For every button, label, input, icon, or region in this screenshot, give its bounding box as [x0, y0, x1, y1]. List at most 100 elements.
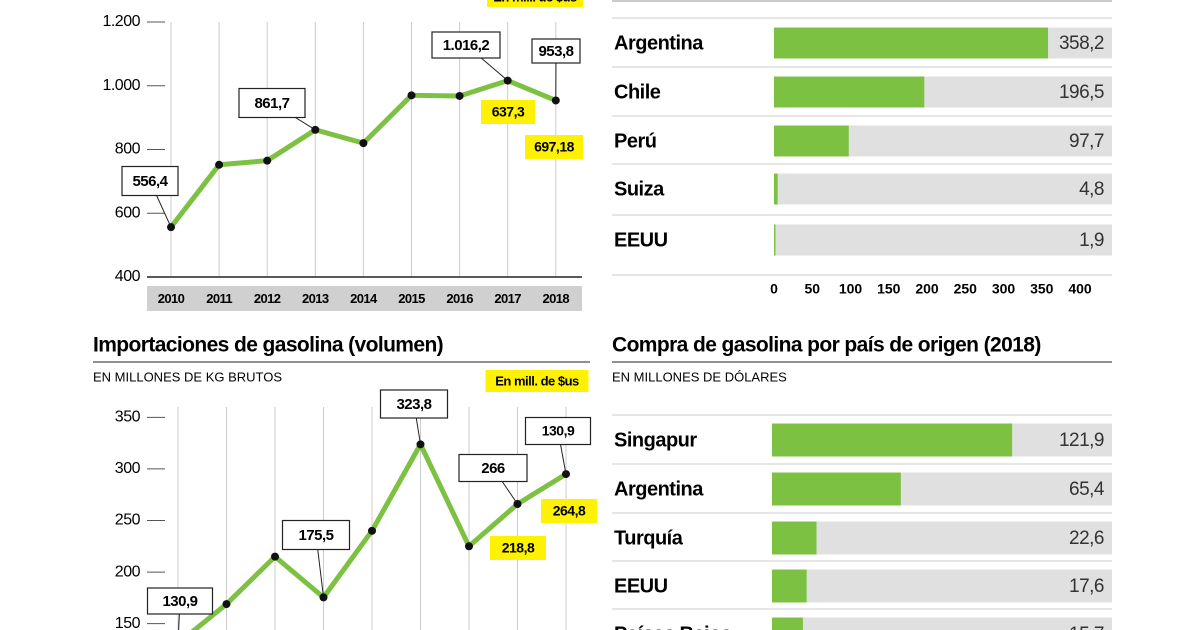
x-tick-label: 2018 — [543, 291, 570, 306]
chart-subtitle: EN MILLONES DE KG BRUTOS — [93, 369, 282, 384]
data-label: 323,8 — [396, 396, 431, 413]
x-tick-label: 2014 — [350, 291, 378, 306]
y-tick-label: 200 — [115, 563, 141, 580]
data-label: 861,7 — [254, 95, 289, 112]
point — [319, 593, 328, 602]
data-label: 130,9 — [162, 593, 197, 610]
y-tick-label: 1.000 — [102, 77, 140, 94]
annotation: 637,3 — [492, 104, 525, 120]
y-tick-label: 600 — [115, 204, 141, 221]
bar-bg — [772, 617, 1112, 630]
chart-title: Compra de gasolina por país de origen (2… — [612, 334, 1041, 357]
point — [271, 552, 279, 561]
bar-bg — [774, 173, 1112, 205]
annotation-box — [481, 100, 535, 124]
data-label-box — [431, 31, 501, 59]
x-tick-label: 200 — [915, 281, 939, 297]
y-tick-label: 150 — [115, 615, 141, 630]
unit-label: En mill. de $us — [493, 0, 577, 4]
point — [222, 600, 231, 609]
point — [416, 440, 425, 449]
x-tick-label: 350 — [1030, 281, 1054, 297]
value-label: 22,6 — [1069, 528, 1104, 549]
value-label: 17,6 — [1069, 576, 1104, 597]
y-tick-label: 250 — [115, 512, 141, 529]
data-label-box — [281, 519, 351, 551]
unit-label-box — [485, 370, 589, 392]
category-label: Singapur — [614, 429, 697, 451]
data-label-box — [458, 453, 528, 483]
bar — [772, 521, 817, 555]
bar-bg — [774, 224, 1112, 256]
y-tick-label: 350 — [115, 409, 141, 426]
x-tick-label: 2015 — [398, 291, 425, 306]
bar — [772, 569, 807, 603]
category-label: EEUU — [614, 575, 668, 597]
annotation-box — [490, 536, 546, 560]
annotation: 130,9 — [542, 423, 575, 439]
data-label: 266 — [481, 460, 505, 477]
data-label-box — [121, 165, 179, 197]
value-label: 121,9 — [1059, 430, 1104, 451]
point — [407, 91, 416, 100]
category-label: Argentina — [614, 478, 704, 500]
point — [513, 499, 522, 508]
point — [465, 542, 473, 551]
point — [455, 91, 464, 100]
category-label: Chile — [614, 81, 661, 103]
bar — [772, 472, 901, 506]
data-label: 175,5 — [298, 527, 333, 544]
point — [167, 223, 175, 232]
x-tick-label: 100 — [839, 281, 863, 297]
data-label-box — [379, 389, 449, 419]
bar — [772, 423, 1013, 457]
annotation: 697,18 — [534, 139, 575, 155]
bar — [774, 76, 925, 108]
value-label: 97,7 — [1069, 131, 1104, 152]
annotation-box — [524, 416, 592, 446]
x-tick-label: 400 — [1068, 281, 1092, 297]
bar — [774, 173, 778, 205]
chart-subtitle: EN MILLONES DE DÓLARES — [612, 369, 787, 384]
category-label: Suiza — [614, 178, 665, 200]
value-label: 15,7 — [1069, 624, 1104, 630]
x-tick-label: 2016 — [446, 291, 473, 306]
y-tick-label: 800 — [115, 141, 141, 158]
data-label: 953,8 — [538, 43, 573, 60]
x-axis-band — [147, 286, 582, 311]
data-label-box — [531, 38, 581, 64]
x-tick-label: 250 — [954, 281, 978, 297]
bar-bg — [772, 521, 1112, 555]
x-tick-label: 2012 — [254, 291, 281, 306]
x-tick-label: 50 — [804, 281, 820, 297]
x-tick-label: 2013 — [302, 291, 329, 306]
point — [503, 76, 512, 85]
x-tick-label: 2010 — [158, 291, 185, 306]
category-label: Argentina — [614, 32, 704, 54]
x-tick-label: 150 — [877, 281, 901, 297]
annotation: 264,8 — [553, 503, 586, 519]
value-label: 1,9 — [1079, 230, 1104, 251]
data-label: 1.016,2 — [443, 37, 490, 54]
point — [368, 526, 376, 535]
y-tick-label: 1.200 — [102, 13, 140, 30]
chart-title: Importaciones de gasolina (volumen) — [93, 334, 443, 357]
data-label-box — [238, 87, 306, 119]
bar-bg — [772, 569, 1112, 603]
x-tick-label: 2017 — [494, 291, 521, 306]
point — [215, 160, 224, 169]
data-label-box — [146, 587, 214, 615]
annotation-box — [541, 499, 597, 523]
bar — [774, 27, 1049, 59]
category-label: Turquía — [614, 527, 684, 549]
unit-label-box — [487, 0, 583, 7]
category-label: EEUU — [614, 229, 668, 251]
value-label: 196,5 — [1059, 82, 1104, 103]
x-tick-label: 300 — [992, 281, 1016, 297]
value-label: 65,4 — [1069, 479, 1105, 500]
data-label: 556,4 — [132, 173, 168, 190]
value-label: 358,2 — [1059, 33, 1104, 54]
bar — [772, 617, 803, 630]
y-tick-label: 400 — [115, 268, 141, 285]
point — [263, 156, 272, 165]
